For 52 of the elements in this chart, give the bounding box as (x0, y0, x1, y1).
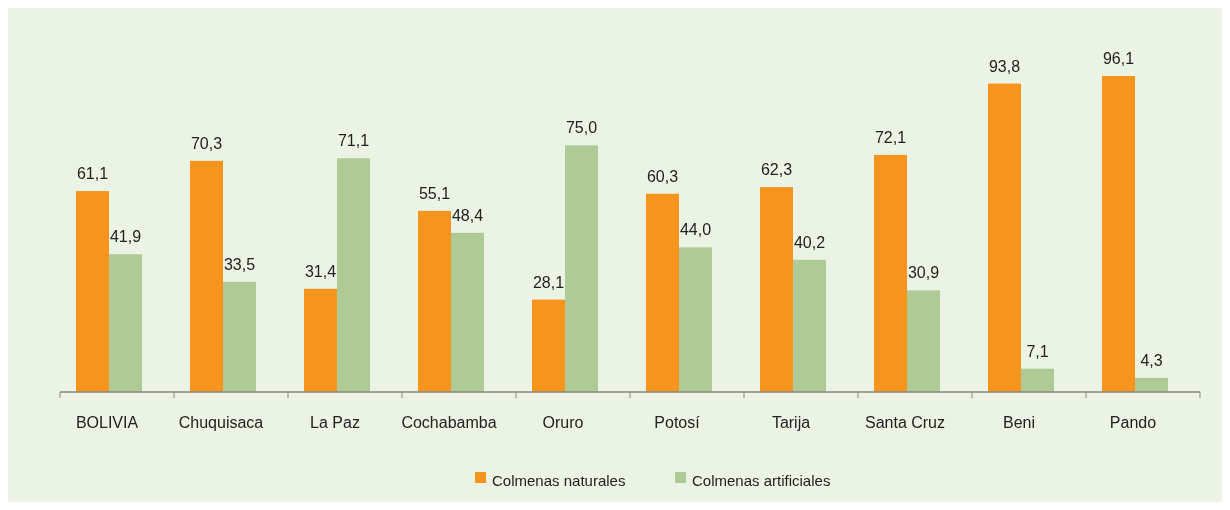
bar (793, 259, 826, 392)
data-label: 33,5 (223, 255, 256, 273)
bar (532, 299, 565, 392)
bar (988, 83, 1021, 392)
data-label: 30,9 (907, 264, 940, 282)
bar (451, 232, 484, 392)
x-tick-label: Oruro (542, 414, 584, 431)
bar (760, 187, 793, 392)
bar (1021, 368, 1054, 392)
x-tick-label: Chuquisaca (178, 414, 264, 431)
bar (109, 254, 142, 392)
data-label: 72,1 (874, 128, 907, 146)
data-label: 28,1 (532, 273, 565, 291)
data-label: 44,0 (679, 221, 712, 239)
data-label: 62,3 (760, 161, 793, 179)
x-tick-label: La Paz (310, 414, 360, 431)
data-label: 75,0 (565, 119, 598, 137)
data-label: 4,3 (1140, 351, 1163, 369)
bar (907, 290, 940, 392)
legend-label: Colmenas naturales (492, 471, 626, 489)
bar (1135, 377, 1168, 392)
bar (1102, 76, 1135, 392)
bar (874, 154, 907, 392)
bar (418, 210, 451, 392)
bar (646, 193, 679, 392)
data-label: 48,4 (451, 206, 484, 224)
bar (565, 145, 598, 392)
data-label: 71,1 (337, 132, 370, 150)
x-tick-label: Cochabamba (401, 414, 497, 431)
legend-label: Colmenas artificiales (692, 471, 831, 489)
x-tick-label: Beni (1002, 414, 1036, 431)
bar (223, 281, 256, 392)
bar (76, 191, 109, 392)
data-label: 40,2 (793, 233, 826, 251)
data-label: 7,1 (1026, 342, 1049, 360)
x-tick-label: Tarija (771, 414, 811, 431)
x-tick-label: BOLIVIA (75, 414, 139, 431)
x-tick-label: Pando (1109, 414, 1157, 431)
data-label: 61,1 (76, 165, 109, 183)
x-tick-label: Santa Cruz (864, 414, 946, 431)
data-label: 31,4 (304, 262, 337, 280)
data-label: 93,8 (988, 57, 1021, 75)
data-label: 70,3 (190, 134, 223, 152)
data-label: 55,1 (418, 184, 451, 202)
bar (679, 247, 712, 392)
data-label: 60,3 (646, 167, 679, 185)
data-label: 41,9 (109, 228, 142, 246)
bar (337, 158, 370, 392)
data-label: 96,1 (1102, 50, 1135, 67)
bar (304, 288, 337, 392)
bar (190, 160, 223, 392)
x-tick-label: Potosí (654, 414, 701, 431)
